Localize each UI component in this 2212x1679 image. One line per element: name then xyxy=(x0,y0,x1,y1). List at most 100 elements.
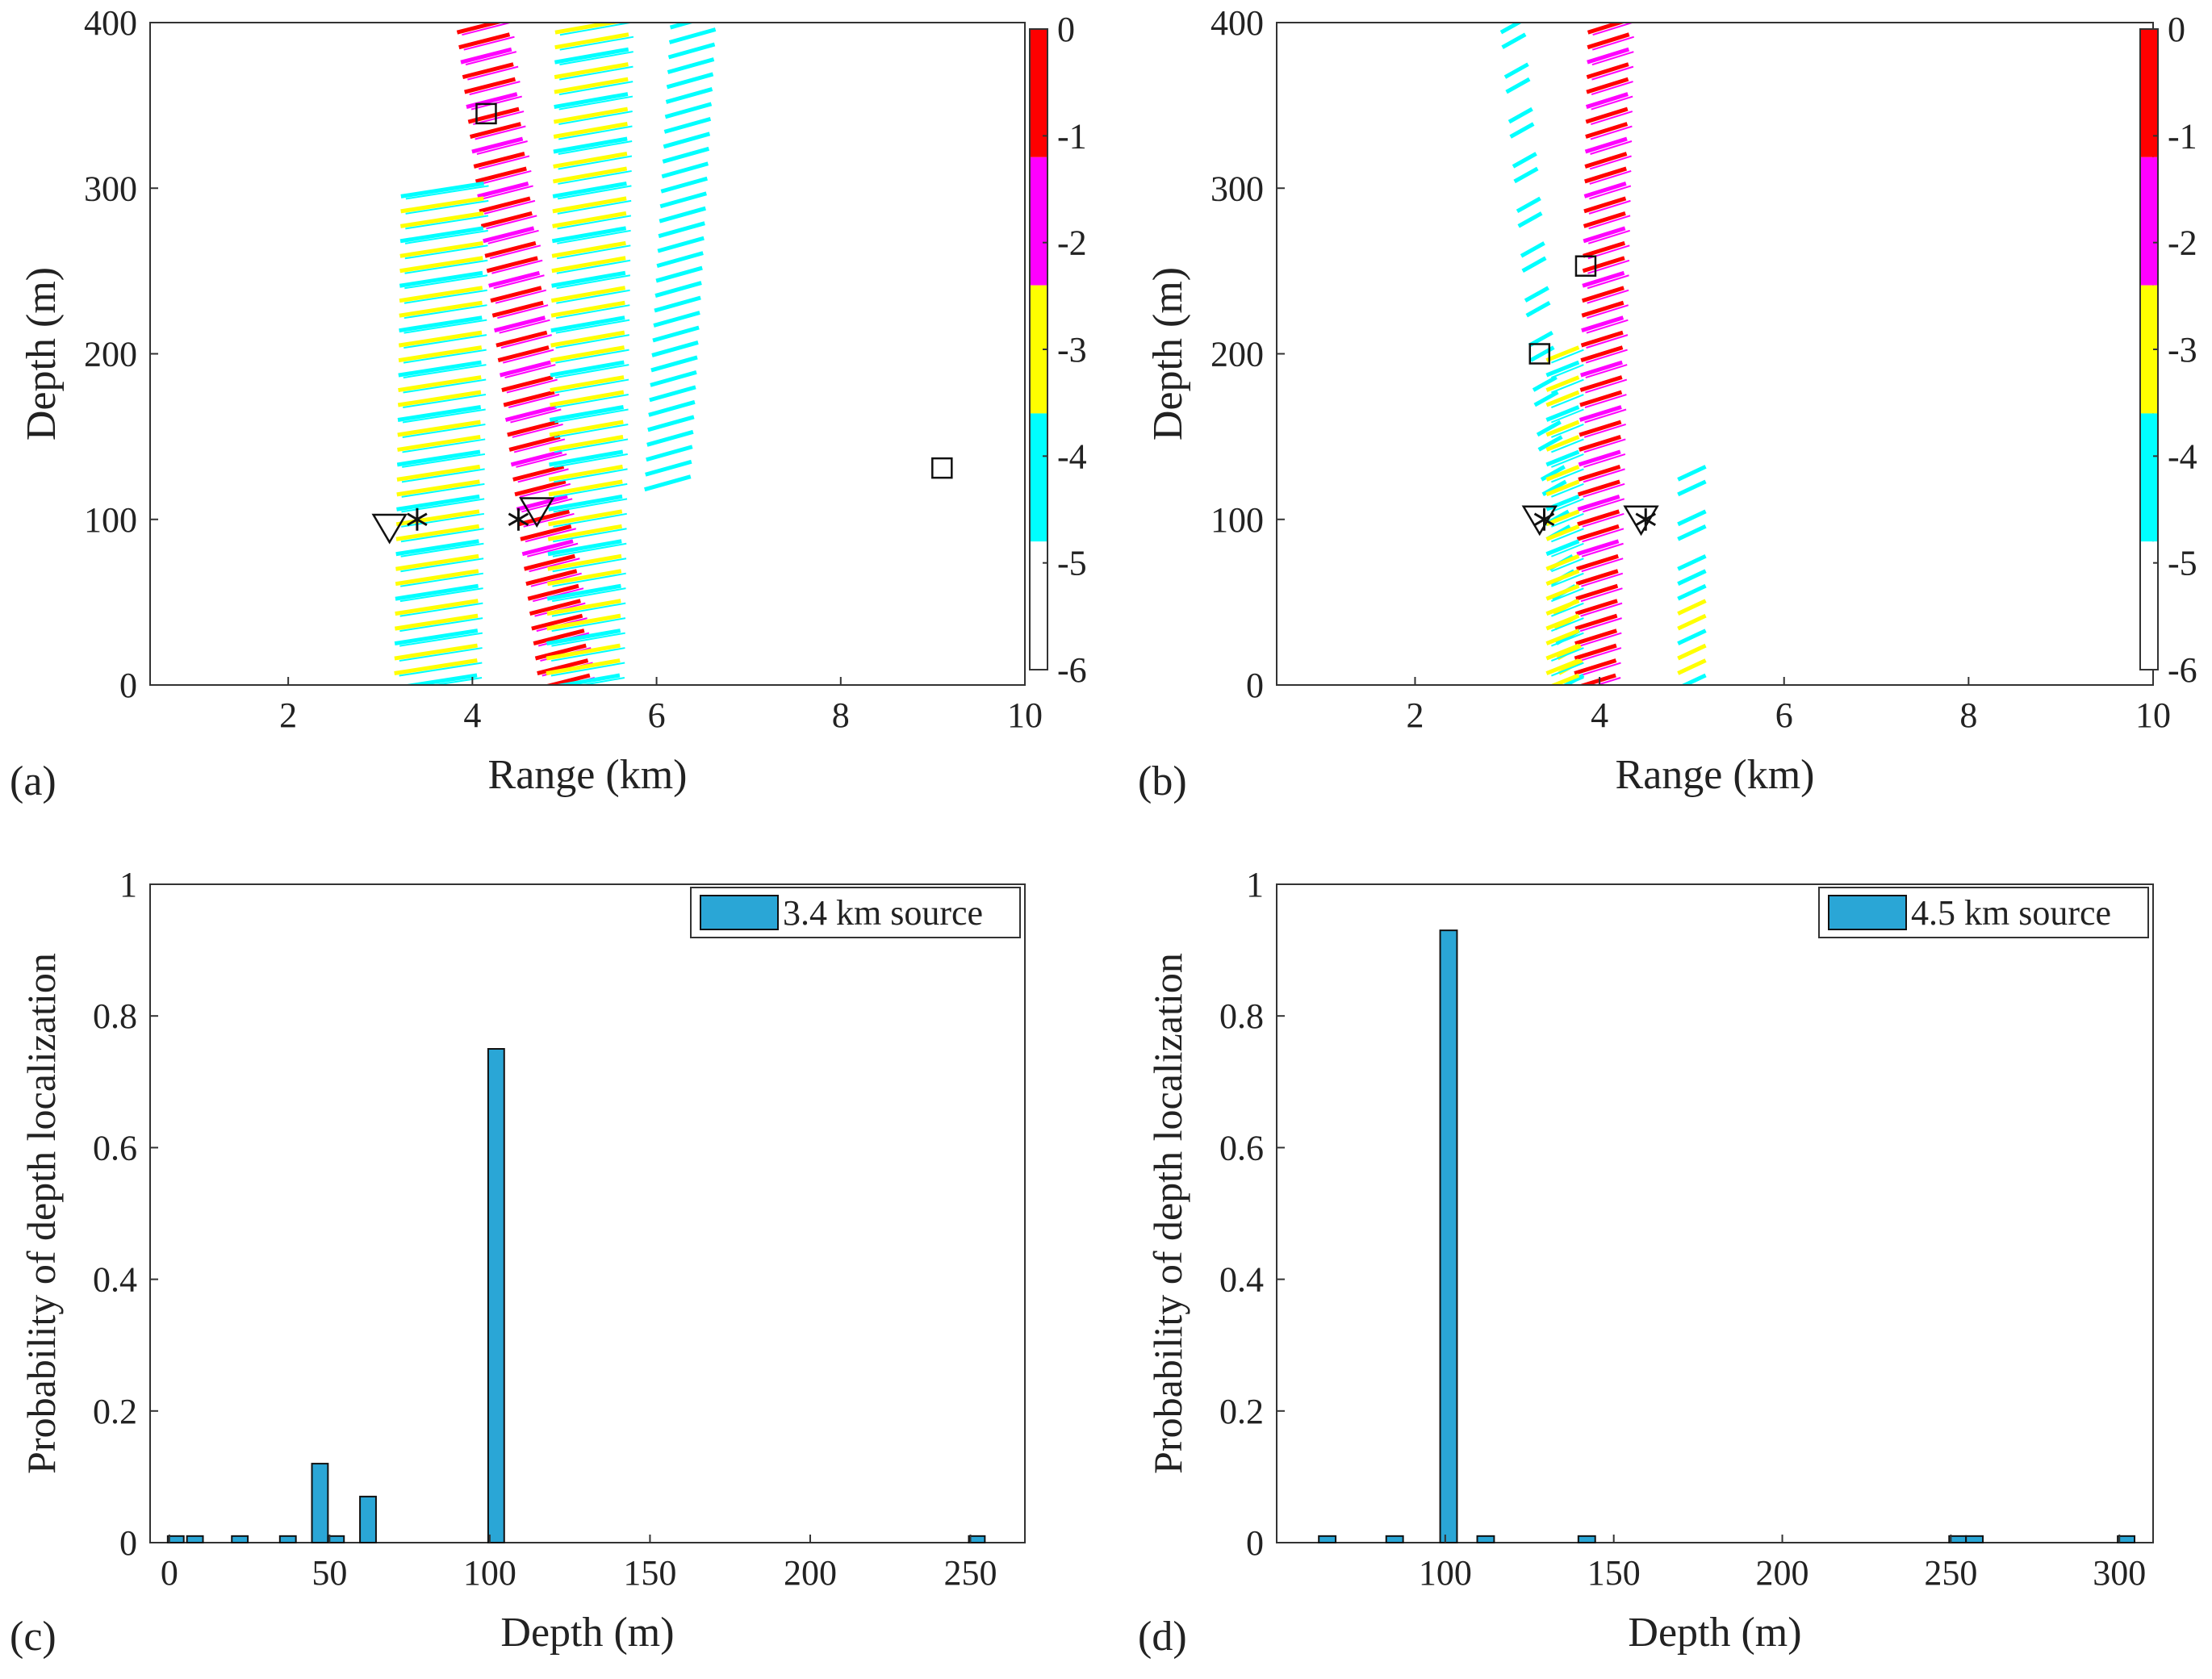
y-tick-label: 400 xyxy=(1211,3,1264,43)
stripe xyxy=(395,553,479,571)
panel-label: (c) xyxy=(10,1614,56,1660)
legend-swatch xyxy=(700,895,779,930)
stripe xyxy=(552,572,626,587)
stripe xyxy=(1585,349,1628,364)
stripe xyxy=(1591,51,1634,66)
stripe xyxy=(530,572,582,587)
stripe xyxy=(659,284,707,299)
stripe xyxy=(401,482,485,498)
stripe xyxy=(1545,435,1580,452)
colorbar-segment xyxy=(2140,413,2158,542)
stripe xyxy=(660,269,708,285)
stripe xyxy=(1545,509,1580,527)
stripe xyxy=(554,47,629,65)
colorbar-tick-label: 0 xyxy=(1057,10,1075,49)
stripe xyxy=(1579,420,1622,437)
y-axis-label: Probability of depth localization xyxy=(19,953,64,1474)
stripe xyxy=(1677,658,1707,675)
stripe xyxy=(656,344,704,359)
stripe xyxy=(1589,169,1632,185)
stripe xyxy=(552,166,628,184)
square-marker xyxy=(1528,343,1551,365)
stripe xyxy=(551,240,626,258)
x-tick-label: 0 xyxy=(161,1553,178,1593)
stripe xyxy=(1545,465,1580,482)
stripe xyxy=(1551,498,1584,513)
stripe xyxy=(402,408,486,424)
stripe xyxy=(663,116,712,134)
stripe xyxy=(1545,643,1580,661)
stripe xyxy=(1517,211,1543,228)
stripe xyxy=(559,23,634,36)
stripe xyxy=(1589,155,1632,170)
stripe xyxy=(1533,334,1558,349)
stripe xyxy=(666,180,713,195)
stripe xyxy=(521,539,574,557)
stripe xyxy=(510,449,562,467)
stripe xyxy=(1545,569,1580,587)
stripe xyxy=(550,390,625,407)
colorbar-tick-label: 0 xyxy=(2168,10,2185,49)
stripe xyxy=(558,95,633,111)
stripe xyxy=(652,418,700,433)
stripe xyxy=(1503,62,1529,79)
stripe xyxy=(405,199,489,215)
stripe xyxy=(547,539,622,557)
stripe xyxy=(489,244,542,260)
stripe xyxy=(1535,349,1559,364)
y-tick-label: 300 xyxy=(1211,169,1264,208)
y-tick-label: 0.6 xyxy=(1219,1128,1264,1167)
stripe xyxy=(1577,494,1620,512)
stripe xyxy=(1517,155,1542,170)
stripe xyxy=(645,459,692,477)
stripe xyxy=(396,464,481,482)
stripe xyxy=(657,329,705,344)
stripe xyxy=(1583,438,1626,453)
stripe xyxy=(1523,215,1547,230)
stripe xyxy=(547,524,622,541)
stripe xyxy=(499,319,550,334)
stripe xyxy=(554,62,629,80)
stripe xyxy=(529,599,581,616)
x-tick-label: 8 xyxy=(832,695,850,735)
stripe xyxy=(558,140,633,155)
stripe xyxy=(1551,468,1584,483)
stripe xyxy=(1579,647,1622,662)
colorbar-tick-label: -5 xyxy=(1057,544,1087,583)
colorbar-tick-label: -2 xyxy=(2168,223,2197,263)
stripe xyxy=(1513,111,1538,125)
stripe xyxy=(1507,107,1533,124)
stripe xyxy=(397,420,481,437)
stripe xyxy=(512,423,563,438)
stripe xyxy=(1551,558,1584,573)
stripe xyxy=(1584,394,1627,408)
stripe xyxy=(497,345,550,363)
x-tick-label: 2 xyxy=(279,695,297,735)
x-axis-label: Depth (m) xyxy=(1628,1610,1801,1656)
stripe xyxy=(467,65,519,81)
stripe xyxy=(397,434,481,452)
x-tick-label: 300 xyxy=(2093,1553,2146,1593)
stripe xyxy=(1682,528,1711,543)
stripe xyxy=(404,289,487,304)
stripe xyxy=(463,36,515,51)
stripe xyxy=(1585,364,1628,379)
stripe xyxy=(523,512,575,528)
stripe xyxy=(1551,394,1584,408)
colorbar-segment xyxy=(1030,285,1047,414)
stripe xyxy=(523,553,575,571)
stripe xyxy=(556,289,630,304)
stripe xyxy=(550,286,626,303)
axes-frame xyxy=(149,883,1026,1543)
stripe xyxy=(559,51,633,66)
y-tick-label: 1 xyxy=(1246,865,1264,904)
colorbar-tick-label: -6 xyxy=(2168,650,2197,690)
stripe xyxy=(1519,170,1543,185)
stripe xyxy=(658,221,705,239)
stripe xyxy=(400,181,484,198)
stripe-band xyxy=(456,23,596,685)
colorbar-tick-label: -1 xyxy=(2168,116,2197,156)
stripe xyxy=(1516,196,1541,214)
stripe xyxy=(1584,136,1628,154)
